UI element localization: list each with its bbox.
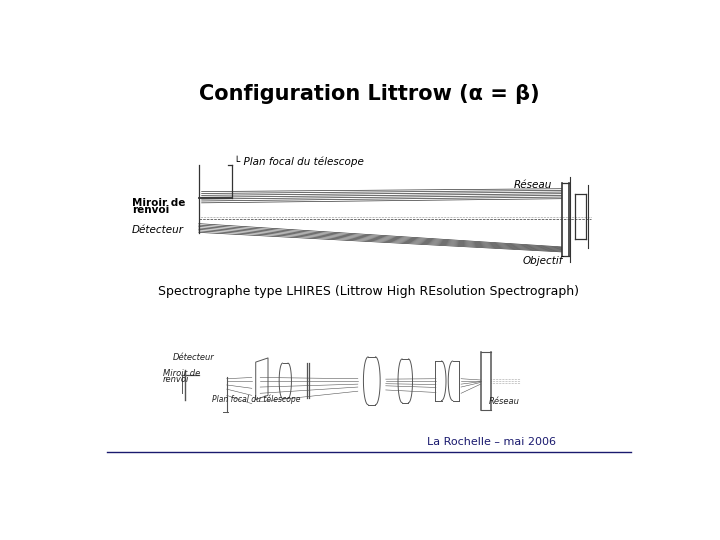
Text: renvoi: renvoi xyxy=(163,375,189,384)
Text: La Rochelle – mai 2006: La Rochelle – mai 2006 xyxy=(427,437,557,447)
Text: Miroir de: Miroir de xyxy=(132,198,185,208)
Text: Miroir de: Miroir de xyxy=(163,369,199,378)
Text: Réseau: Réseau xyxy=(489,397,520,406)
Text: Configuration Littrow (α = β): Configuration Littrow (α = β) xyxy=(199,84,539,104)
Text: renvoi: renvoi xyxy=(132,205,169,215)
Text: Réseau: Réseau xyxy=(514,180,552,191)
Text: Spectrographe type LHIRES (Littrow High REsolution Spectrograph): Spectrographe type LHIRES (Littrow High … xyxy=(158,285,580,298)
Text: └ Plan focal du télescope: └ Plan focal du télescope xyxy=(234,156,364,167)
Text: Détecteur: Détecteur xyxy=(132,225,184,235)
Text: Détecteur: Détecteur xyxy=(173,354,215,362)
Text: Plan focal du télescope: Plan focal du télescope xyxy=(212,395,300,404)
Text: Objectif: Objectif xyxy=(523,256,563,266)
